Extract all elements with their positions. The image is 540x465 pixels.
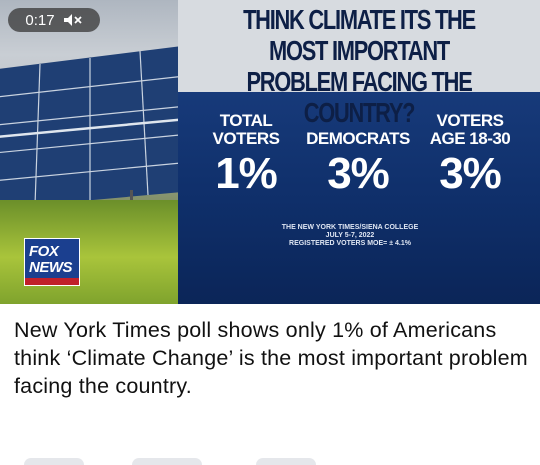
speaker-muted-icon[interactable] <box>63 13 83 27</box>
total-voters-value: 1% <box>215 149 278 198</box>
poll-graphic <box>178 0 540 304</box>
total-voters-label: TOTAL VOTERS <box>212 111 280 148</box>
reaction-pill[interactable] <box>24 458 84 465</box>
source-line-3: REGISTERED VOTERS MOE= ± 4.1% <box>289 240 411 247</box>
voters-18-30-column: VOTERS AGE 18-30 3% <box>410 108 530 198</box>
reaction-bar <box>14 458 534 465</box>
poll-source: THE NEW YORK TIMES/SIENA COLLEGE JULY 5-… <box>250 224 450 248</box>
source-line-2: JULY 5-7, 2022 <box>325 232 375 239</box>
video-timer-pill[interactable]: 0:17 <box>8 8 100 32</box>
video-timestamp: 0:17 <box>25 11 55 29</box>
video-player[interactable]: THINK CLIMATE ITS THE MOST IMPORTANT PRO… <box>0 0 540 304</box>
logo-text-fox: FOX <box>29 243 59 260</box>
democrats-column: DEMOCRATS 3% <box>298 108 418 198</box>
democrats-label: DEMOCRATS <box>306 129 410 148</box>
solar-panels-image <box>0 44 206 220</box>
democrats-value: 3% <box>327 149 390 198</box>
reaction-pill[interactable] <box>132 458 202 465</box>
voters-18-30-label: VOTERS AGE 18-30 <box>429 111 511 148</box>
post-caption: New York Times poll shows only 1% of Ame… <box>14 318 528 398</box>
total-voters-column: TOTAL VOTERS 1% <box>186 108 306 198</box>
fox-news-logo: FOX NEWS <box>24 238 80 286</box>
poll-headline: THINK CLIMATE ITS THE MOST IMPORTANT PRO… <box>243 4 476 128</box>
logo-channel-bar <box>25 278 79 285</box>
reaction-pill[interactable] <box>256 458 316 465</box>
logo-text-news: NEWS <box>29 259 73 276</box>
source-line-1: THE NEW YORK TIMES/SIENA COLLEGE <box>281 224 419 231</box>
voters-18-30-value: 3% <box>439 149 502 198</box>
